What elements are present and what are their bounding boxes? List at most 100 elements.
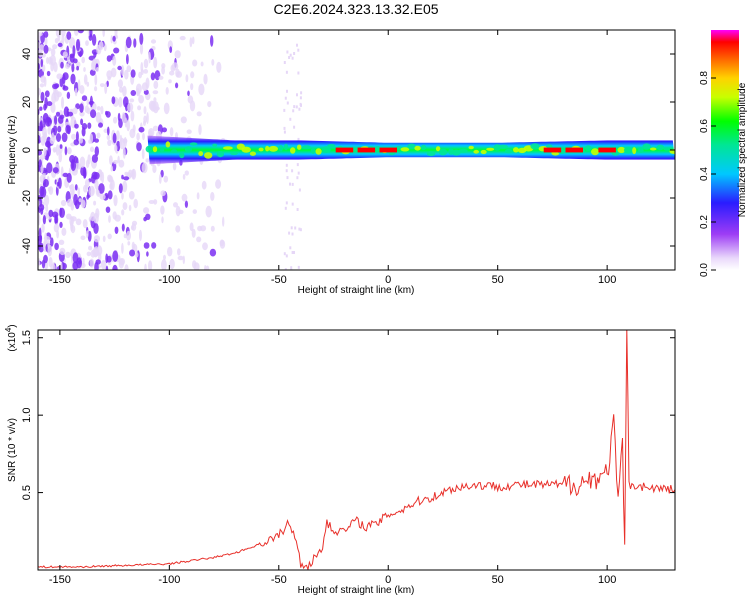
heatmap-cell <box>121 223 125 232</box>
heatmap-cell <box>184 170 189 176</box>
heatmap-cell <box>407 143 416 150</box>
heatmap-cell <box>192 209 197 215</box>
heatmap-cell <box>102 30 105 37</box>
heatmap-cell <box>85 159 90 168</box>
heatmap-cell <box>113 47 120 54</box>
heatmap-cell <box>201 180 207 190</box>
heatmap-cell <box>122 202 128 211</box>
heatmap-cell <box>90 109 97 119</box>
heatmap-cell <box>39 185 45 197</box>
heatmap-cell <box>141 82 148 92</box>
heatmap-cell <box>52 147 58 153</box>
heatmap-cell <box>79 137 83 144</box>
heatmap-cell <box>75 61 81 68</box>
heatmap-cell <box>93 212 99 224</box>
heatmap-cell <box>42 215 47 225</box>
heatmap-cell <box>159 148 165 152</box>
heatmap-cell <box>38 32 43 37</box>
heatmap-cell <box>110 35 113 44</box>
heatmap-cell <box>47 244 53 257</box>
heatmap-cell <box>102 235 106 242</box>
heatmap-cell <box>210 191 215 201</box>
heatmap-cell <box>298 227 301 231</box>
heatmap-cell <box>53 89 60 102</box>
heatmap-cell <box>45 204 49 212</box>
heatmap-cell <box>284 206 287 210</box>
heatmap-cell <box>210 35 214 47</box>
heatmap-cell <box>286 176 289 180</box>
heatmap-cell <box>74 87 78 97</box>
heatmap-cell <box>293 52 296 55</box>
heatmap-cell <box>426 151 436 157</box>
heatmap-cell <box>285 163 288 167</box>
heatmap-cell <box>160 205 165 215</box>
heatmap-cell <box>310 147 316 154</box>
heatmap-cell <box>50 263 56 270</box>
heatmap-cell <box>79 51 82 58</box>
heatmap-cell <box>289 246 292 250</box>
y-tick-label: 0 <box>21 147 33 153</box>
heatmap-cell <box>302 145 311 150</box>
heatmap-cell <box>50 61 55 72</box>
heatmap-cell <box>81 127 86 137</box>
snr-y-ticks: 0.5 1.0 1.5 <box>21 330 675 500</box>
heatmap-cell <box>293 251 295 254</box>
heatmap-cell <box>69 216 74 227</box>
heatmap-cell <box>294 226 297 230</box>
heatmap-cell <box>61 33 65 45</box>
heatmap-cell <box>223 146 233 150</box>
heatmap-cell <box>66 172 72 183</box>
heatmap-cell <box>292 109 295 113</box>
heatmap-cell <box>291 202 294 206</box>
heatmap-cell <box>41 223 45 233</box>
heatmap-cell <box>66 91 71 99</box>
heatmap-cell <box>50 48 56 57</box>
heatmap-cell <box>283 130 286 134</box>
heatmap-cell <box>132 124 136 133</box>
heatmap-cell <box>80 235 86 241</box>
heatmap-cell <box>617 146 626 154</box>
heatmap-cell <box>283 143 289 151</box>
heatmap-cell <box>39 154 46 160</box>
heatmap-cell <box>47 126 51 135</box>
heatmap-cell <box>289 182 291 186</box>
heatmap-cell <box>649 147 657 151</box>
heatmap-cell <box>169 127 174 137</box>
heatmap-cell <box>82 219 88 229</box>
heatmap-cell <box>79 85 85 94</box>
heatmap-cell <box>150 72 156 81</box>
heatmap-cell <box>438 148 448 156</box>
x-tick-label: -50 <box>271 574 287 586</box>
heatmap-cell <box>43 236 51 241</box>
heatmap-cell <box>112 264 118 270</box>
heatmap-cell <box>143 106 147 115</box>
heatmap-cell <box>60 262 63 270</box>
heatmap-cell <box>69 183 75 196</box>
heatmap-cell <box>121 192 124 200</box>
heatmap-cell <box>74 184 78 191</box>
heatmap-cell <box>249 151 256 156</box>
heatmap-cell <box>148 260 153 270</box>
heatmap-cell <box>632 147 637 155</box>
heatmap-cell <box>105 265 109 270</box>
heatmap-cell <box>219 239 225 247</box>
heatmap-cell <box>290 266 293 270</box>
heatmap-cell <box>40 164 44 174</box>
heatmap-cell <box>40 207 44 215</box>
heatmap-cell <box>135 252 139 258</box>
heatmap-cell <box>179 152 185 159</box>
spectrogram-y-ticks: -40 -20 0 20 40 <box>21 48 675 254</box>
heatmap-cell <box>81 56 85 64</box>
heatmap-cell <box>296 163 299 167</box>
heatmap-cell <box>158 75 164 80</box>
heatmap-cell <box>109 155 113 166</box>
heatmap-cell <box>53 223 60 233</box>
heatmap-cell <box>296 176 299 180</box>
heatmap-cell <box>181 193 188 202</box>
heatmap-cell <box>123 96 129 108</box>
heatmap-cell <box>278 145 283 152</box>
heatmap-cell <box>161 259 167 270</box>
heatmap-cell <box>58 151 63 163</box>
heatmap-cell <box>283 61 286 64</box>
heatmap-cell <box>96 44 102 55</box>
